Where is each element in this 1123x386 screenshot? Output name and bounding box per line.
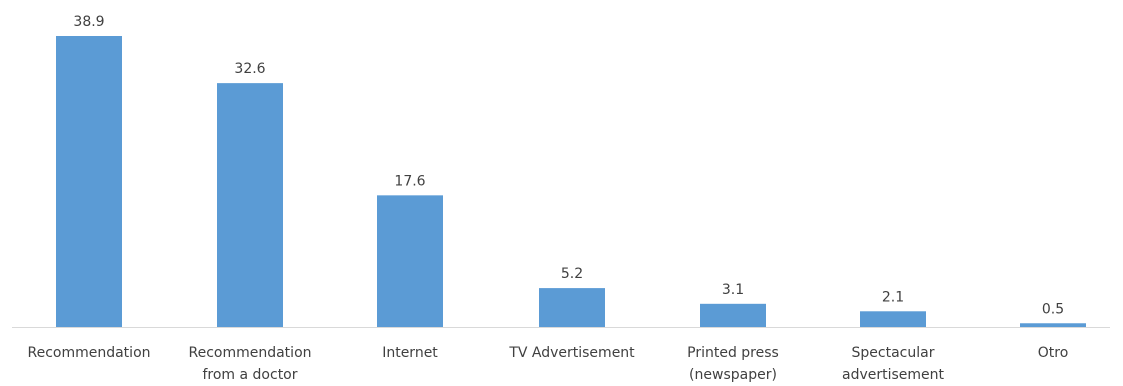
bar-value-label: 2.1 [882, 289, 904, 305]
category-label: Internet [382, 345, 438, 361]
bar [700, 303, 766, 327]
category-label: Recommendation [27, 345, 150, 361]
category-label: TV Advertisement [508, 345, 635, 361]
bar-value-label: 38.9 [73, 14, 104, 30]
category-label: Recommendation [188, 345, 311, 361]
bar-value-label: 0.5 [1042, 301, 1064, 317]
category-label: advertisement [842, 367, 945, 383]
bar [539, 288, 605, 327]
category-labels-group: Recommendation Recommendation from a docto… [27, 345, 1068, 383]
bars-group [56, 36, 1086, 327]
category-label: from a doctor [202, 367, 297, 383]
bar [860, 311, 926, 327]
category-label: Printed press [687, 345, 779, 361]
bar-value-label: 5.2 [561, 266, 583, 282]
category-label: Spectacular [852, 345, 935, 361]
bar-value-label: 32.6 [234, 61, 265, 77]
bar-value-label: 3.1 [722, 282, 744, 298]
bar [1020, 323, 1086, 327]
value-labels-group: 38.9 32.6 17.6 5.2 3.1 2.1 0.5 [73, 14, 1064, 317]
bar [377, 195, 443, 327]
bar [56, 36, 122, 327]
bar-value-label: 17.6 [394, 173, 425, 189]
category-label: Otro [1038, 345, 1069, 361]
bar [217, 83, 283, 327]
category-label: (newspaper) [689, 367, 777, 383]
